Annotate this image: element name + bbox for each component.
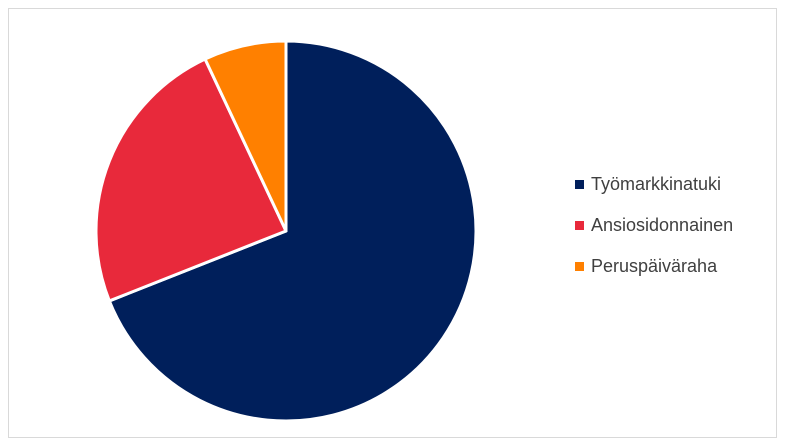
- pie-slice-tyomarkkinatuki: [107, 39, 478, 423]
- legend-swatch-tyomarkkinatuki: [575, 180, 584, 189]
- pie-slice-peruspaivaraha: [203, 39, 288, 233]
- legend-item-peruspaivaraha: Peruspäiväraha: [575, 253, 733, 280]
- legend-label-tyomarkkinatuki: Työmarkkinatuki: [591, 174, 722, 194]
- legend-swatch-peruspaivaraha: [575, 262, 584, 271]
- legend-label-peruspaivaraha: Peruspäiväraha: [591, 256, 718, 276]
- legend-swatch-ansiosidonnainen: [575, 221, 584, 230]
- pie-slice-ansiosidonnainen: [94, 57, 288, 303]
- legend-label-ansiosidonnainen: Ansiosidonnainen: [591, 215, 734, 235]
- legend-item-ansiosidonnainen: Ansiosidonnainen: [575, 212, 733, 239]
- legend-item-tyomarkkinatuki: Työmarkkinatuki: [575, 171, 733, 198]
- legend: Työmarkkinatuki Ansiosidonnainen Peruspä…: [575, 171, 733, 294]
